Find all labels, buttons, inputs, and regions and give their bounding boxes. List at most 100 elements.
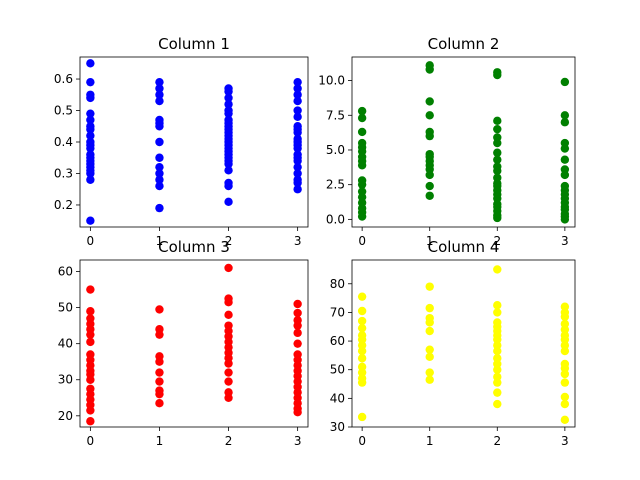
x-tick-label: 1 (426, 234, 434, 248)
x-tick-label: 1 (156, 234, 164, 248)
data-point (293, 308, 302, 318)
data-point (493, 399, 502, 409)
y-tick-label: 10.0 (318, 74, 345, 88)
data-point (293, 112, 302, 122)
y-tick-label: 50 (330, 363, 345, 377)
data-point (86, 417, 95, 426)
data-point (155, 398, 164, 408)
data-point (293, 316, 302, 325)
data-point (560, 415, 570, 425)
x-tick-label: 3 (294, 234, 302, 248)
data-point (293, 77, 302, 87)
data-point (293, 122, 302, 131)
data-point (224, 368, 233, 377)
data-point (86, 131, 95, 140)
scatter-points (357, 61, 570, 224)
y-tick-label: 20 (58, 409, 73, 423)
x-tick-label: 2 (493, 434, 501, 448)
data-point (425, 345, 434, 354)
data-point (224, 388, 233, 397)
data-point (293, 185, 302, 194)
data-point (560, 118, 570, 127)
data-point (493, 354, 502, 363)
y-tick-label: 0.0 (326, 212, 345, 226)
axes-frame (351, 259, 576, 428)
data-point (86, 350, 95, 359)
data-point (224, 166, 233, 175)
data-point (224, 310, 233, 320)
data-point (425, 375, 434, 384)
data-point (224, 93, 233, 103)
data-point (493, 68, 502, 77)
data-point (493, 388, 502, 397)
data-point (357, 354, 367, 363)
data-point (560, 378, 570, 387)
data-point (560, 111, 570, 120)
y-tick-label: 0.2 (54, 198, 73, 212)
x-tick-label: 0 (87, 234, 95, 248)
data-point (425, 326, 434, 336)
data-point (425, 191, 434, 200)
data-point (425, 368, 434, 377)
data-point (224, 321, 233, 330)
data-point (425, 111, 434, 120)
data-point (155, 377, 164, 386)
x-tick-label: 1 (156, 434, 164, 448)
data-point (357, 323, 367, 333)
data-point (357, 113, 367, 123)
data-point (293, 162, 302, 172)
x-tick-label: 0 (87, 434, 95, 448)
data-point (293, 90, 302, 99)
data-point (493, 173, 502, 182)
y-tick-label: 30 (58, 373, 73, 387)
y-tick-label: 30 (330, 420, 345, 434)
data-point (86, 216, 95, 225)
data-point (155, 153, 164, 162)
data-point (293, 169, 302, 178)
y-tick-label: 80 (330, 277, 345, 291)
data-point (560, 77, 570, 87)
data-point (493, 148, 502, 157)
data-point (86, 77, 95, 87)
data-point (493, 133, 502, 142)
x-tick-label: 3 (561, 434, 569, 448)
x-tick-label: 1 (426, 434, 434, 448)
data-point (155, 169, 164, 178)
subplot-title: Column 1 (158, 35, 230, 53)
data-point (86, 314, 95, 323)
data-point (86, 59, 95, 68)
x-tick-label: 3 (294, 434, 302, 448)
y-tick-label: 50 (58, 301, 73, 315)
data-point (425, 313, 434, 323)
subplot-1: 0 1 2 3 0.2 0.3 0.4 0.5 0.6 Column 1 (54, 35, 309, 248)
data-point (293, 96, 302, 106)
data-point (560, 165, 570, 174)
y-tick-label: 2.5 (326, 178, 345, 192)
data-point (224, 84, 233, 93)
data-point (224, 178, 233, 188)
data-point (293, 150, 302, 159)
x-tick-label: 3 (561, 234, 569, 248)
data-point (224, 294, 233, 303)
data-point (560, 181, 570, 191)
data-point (493, 124, 502, 134)
data-point (493, 155, 502, 164)
data-point (86, 150, 95, 159)
data-point (560, 138, 570, 148)
data-point (86, 175, 95, 184)
data-point (155, 90, 164, 99)
data-point (224, 100, 233, 109)
y-tick-label: 0.6 (54, 72, 73, 86)
data-point (293, 175, 302, 184)
scatter-points (86, 59, 302, 225)
data-point (357, 138, 367, 148)
data-point (86, 307, 95, 316)
y-tick-label: 40 (330, 391, 345, 405)
subplot-title: Column 3 (158, 238, 230, 256)
data-point (86, 285, 95, 294)
data-point (357, 127, 367, 137)
y-tick-label: 40 (58, 337, 73, 351)
data-point (155, 368, 164, 377)
y-tick-label: 0.3 (54, 166, 73, 180)
